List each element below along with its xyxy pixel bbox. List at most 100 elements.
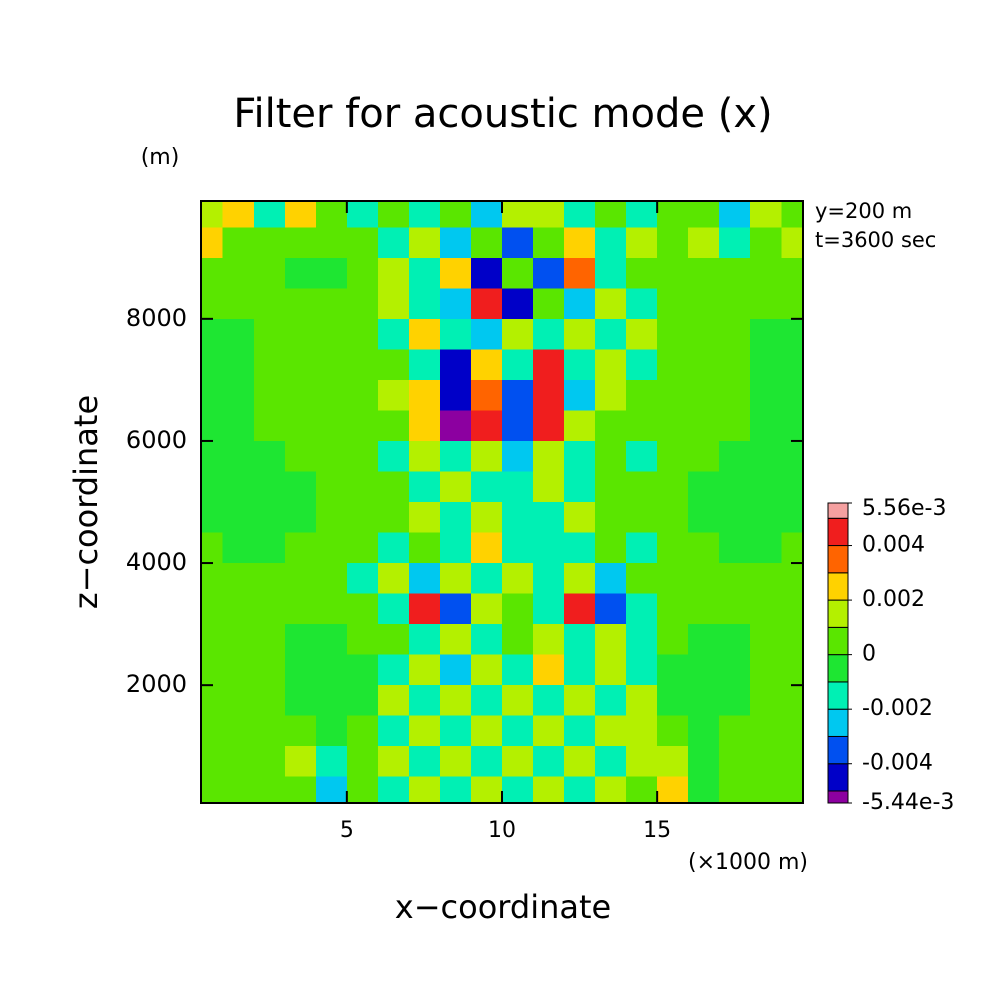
contour-cell: [564, 201, 596, 228]
contour-cell: [253, 685, 286, 717]
contour-cell: [688, 257, 720, 289]
contour-cell: [750, 349, 782, 381]
contour-cell: [222, 776, 255, 803]
contour-cell: [201, 349, 224, 381]
contour-cell: [657, 227, 689, 259]
contour-cell: [781, 349, 803, 381]
contour-cell: [253, 349, 286, 381]
contour-cell: [781, 563, 803, 595]
y-tick-label: 4000: [126, 548, 187, 576]
contour-cell: [439, 471, 472, 503]
contour-cell: [533, 201, 565, 228]
contour-cell: [781, 502, 803, 534]
contour-cell: [533, 685, 565, 717]
contour-cell: [377, 410, 410, 442]
contour-cell: [750, 471, 782, 503]
contour-cell: [201, 288, 224, 320]
contour-cell: [626, 201, 658, 228]
contour-cell: [253, 471, 286, 503]
contour-cell: [439, 257, 472, 289]
contour-cell: [781, 410, 803, 442]
contour-cell: [657, 201, 689, 228]
contour-cell: [408, 201, 441, 228]
contour-cell: [719, 410, 751, 442]
contour-cell: [315, 379, 348, 411]
contour-cell: [253, 563, 286, 595]
contour-cell: [408, 410, 441, 442]
contour-cell: [284, 227, 317, 259]
contour-cell: [688, 532, 720, 564]
contour-cell: [750, 715, 782, 747]
contour-cell: [564, 227, 596, 259]
contour-cell: [657, 318, 689, 350]
contour-cell: [253, 624, 286, 656]
contour-cell: [201, 563, 224, 595]
contour-cell: [346, 471, 379, 503]
contour-cell: [750, 563, 782, 595]
contour-cell: [595, 349, 627, 381]
contour-cell: [253, 410, 286, 442]
contour-cell: [315, 288, 348, 320]
contour-cell: [408, 502, 441, 534]
contour-cell: [564, 502, 596, 534]
contour-cell: [439, 502, 472, 534]
contour-cell: [346, 715, 379, 747]
colorbar-label: 0.002: [862, 587, 925, 612]
contour-cell: [315, 471, 348, 503]
contour-cell: [284, 318, 317, 350]
contour-cell: [502, 502, 534, 534]
contour-cell: [377, 318, 410, 350]
contour-cell: [284, 257, 317, 289]
contour-cell: [626, 318, 658, 350]
contour-cell: [439, 318, 472, 350]
contour-cell: [201, 440, 224, 472]
contour-cell: [201, 776, 224, 803]
contour-cell: [222, 624, 255, 656]
contour-cell: [781, 227, 803, 259]
contour-cell: [222, 685, 255, 717]
x-tick-label: 10: [488, 818, 516, 843]
colorbar-band: [827, 735, 849, 765]
contour-cell: [284, 654, 317, 686]
colorbar-band: [827, 545, 849, 574]
contour-cell: [377, 776, 410, 803]
contour-cell: [222, 471, 255, 503]
contour-cell: [533, 349, 565, 381]
contour-cell: [377, 379, 410, 411]
contour-cell: [284, 379, 317, 411]
contour-cell: [657, 502, 689, 534]
colorbar-band: [827, 708, 849, 737]
contour-cell: [595, 502, 627, 534]
contour-cell: [253, 227, 286, 259]
contour-cell: [253, 201, 286, 228]
contour-cell: [346, 410, 379, 442]
contour-cell: [564, 563, 596, 595]
contour-cell: [719, 532, 751, 564]
contour-cell: [595, 318, 627, 350]
contour-cell: [626, 410, 658, 442]
contour-cell: [564, 685, 596, 717]
contour-cell: [346, 746, 379, 778]
contour-cell: [781, 288, 803, 320]
contour-cell: [657, 410, 689, 442]
contour-cell: [750, 288, 782, 320]
contour-cell: [346, 593, 379, 625]
annotation: y=200 m: [815, 199, 912, 223]
contour-cell: [533, 593, 565, 625]
contour-cell: [750, 318, 782, 350]
contour-cell: [284, 410, 317, 442]
contour-cell: [564, 776, 596, 803]
contour-cell: [595, 593, 627, 625]
contour-cell: [533, 776, 565, 803]
contour-cell: [781, 593, 803, 625]
contour-cell: [502, 288, 534, 320]
contour-cell: [595, 776, 627, 803]
contour-cell: [533, 624, 565, 656]
colorbar-label: 5.56e-3: [862, 496, 946, 521]
contour-cell: [470, 410, 503, 442]
contour-cell: [533, 654, 565, 686]
contour-cell: [284, 349, 317, 381]
contour-cell: [595, 288, 627, 320]
x-axis-label: x−coordinate: [395, 888, 611, 926]
contour-cell: [657, 715, 689, 747]
